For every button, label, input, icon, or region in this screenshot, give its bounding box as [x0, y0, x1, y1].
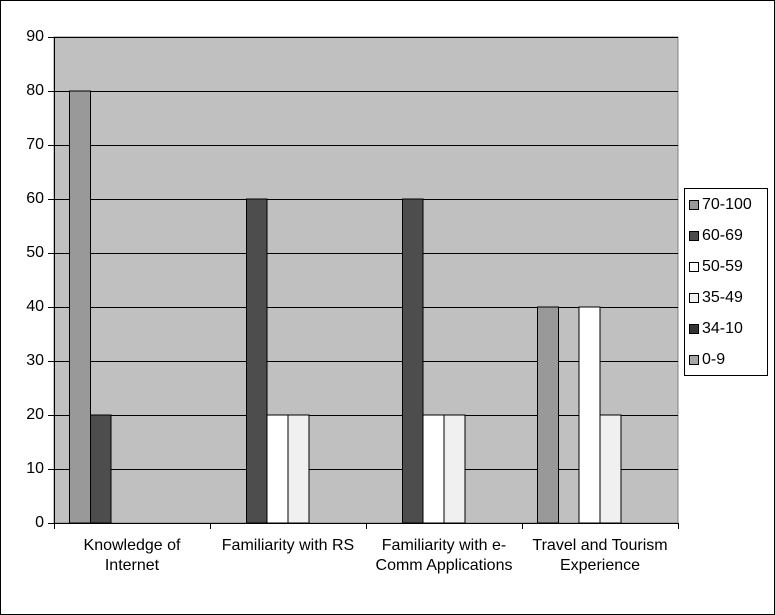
y-tick-label: 80 — [26, 82, 44, 99]
legend-swatch — [689, 199, 699, 210]
x-category-label: Travel and Tourism Experience — [532, 537, 668, 574]
legend-swatch — [689, 354, 699, 365]
legend: 70-100 60-69 50-59 35-49 34-10 0-9 — [684, 188, 768, 376]
legend-swatch — [689, 292, 699, 303]
bar — [537, 306, 559, 524]
bar — [599, 414, 622, 524]
y-tick-label: 60 — [26, 190, 44, 207]
legend-label: 35-49 — [702, 288, 743, 306]
legend-swatch — [689, 261, 699, 272]
x-category-label: Familiarity with e-Comm Applications — [375, 537, 513, 574]
legend-entry: 50-59 — [685, 251, 767, 282]
legend-label: 70-100 — [702, 195, 752, 213]
y-tick-label: 30 — [26, 352, 44, 369]
plot-area — [53, 36, 679, 524]
bar — [422, 414, 445, 524]
legend-label: 50-59 — [702, 257, 743, 275]
y-tick-label: 70 — [26, 136, 44, 153]
y-tick-label: 90 — [26, 28, 44, 45]
bar — [266, 414, 289, 524]
y-tick-label: 0 — [35, 514, 44, 531]
legend-swatch — [689, 323, 699, 334]
legend-entry: 35-49 — [685, 282, 767, 313]
bar — [578, 306, 601, 524]
y-tick-label: 50 — [26, 244, 44, 261]
legend-label: 60-69 — [702, 226, 743, 244]
legend-swatch — [689, 230, 699, 241]
legend-label: 0-9 — [702, 350, 726, 368]
legend-entry: 70-100 — [685, 189, 767, 220]
bar — [443, 414, 466, 524]
y-tick-label: 10 — [26, 460, 44, 477]
x-category-label: Familiarity with RS — [221, 537, 355, 554]
legend-label: 34-10 — [702, 319, 743, 337]
bar — [287, 414, 310, 524]
y-tick-label: 40 — [26, 298, 44, 315]
legend-entry: 0-9 — [685, 344, 767, 375]
x-category-label: Knowledge of Internet — [83, 537, 181, 574]
bar — [89, 414, 112, 524]
legend-entry: 34-10 — [685, 313, 767, 344]
bar — [401, 198, 424, 524]
bar — [69, 90, 91, 524]
bar — [245, 198, 268, 524]
y-tick-label: 20 — [26, 406, 44, 423]
legend-entry: 60-69 — [685, 220, 767, 251]
